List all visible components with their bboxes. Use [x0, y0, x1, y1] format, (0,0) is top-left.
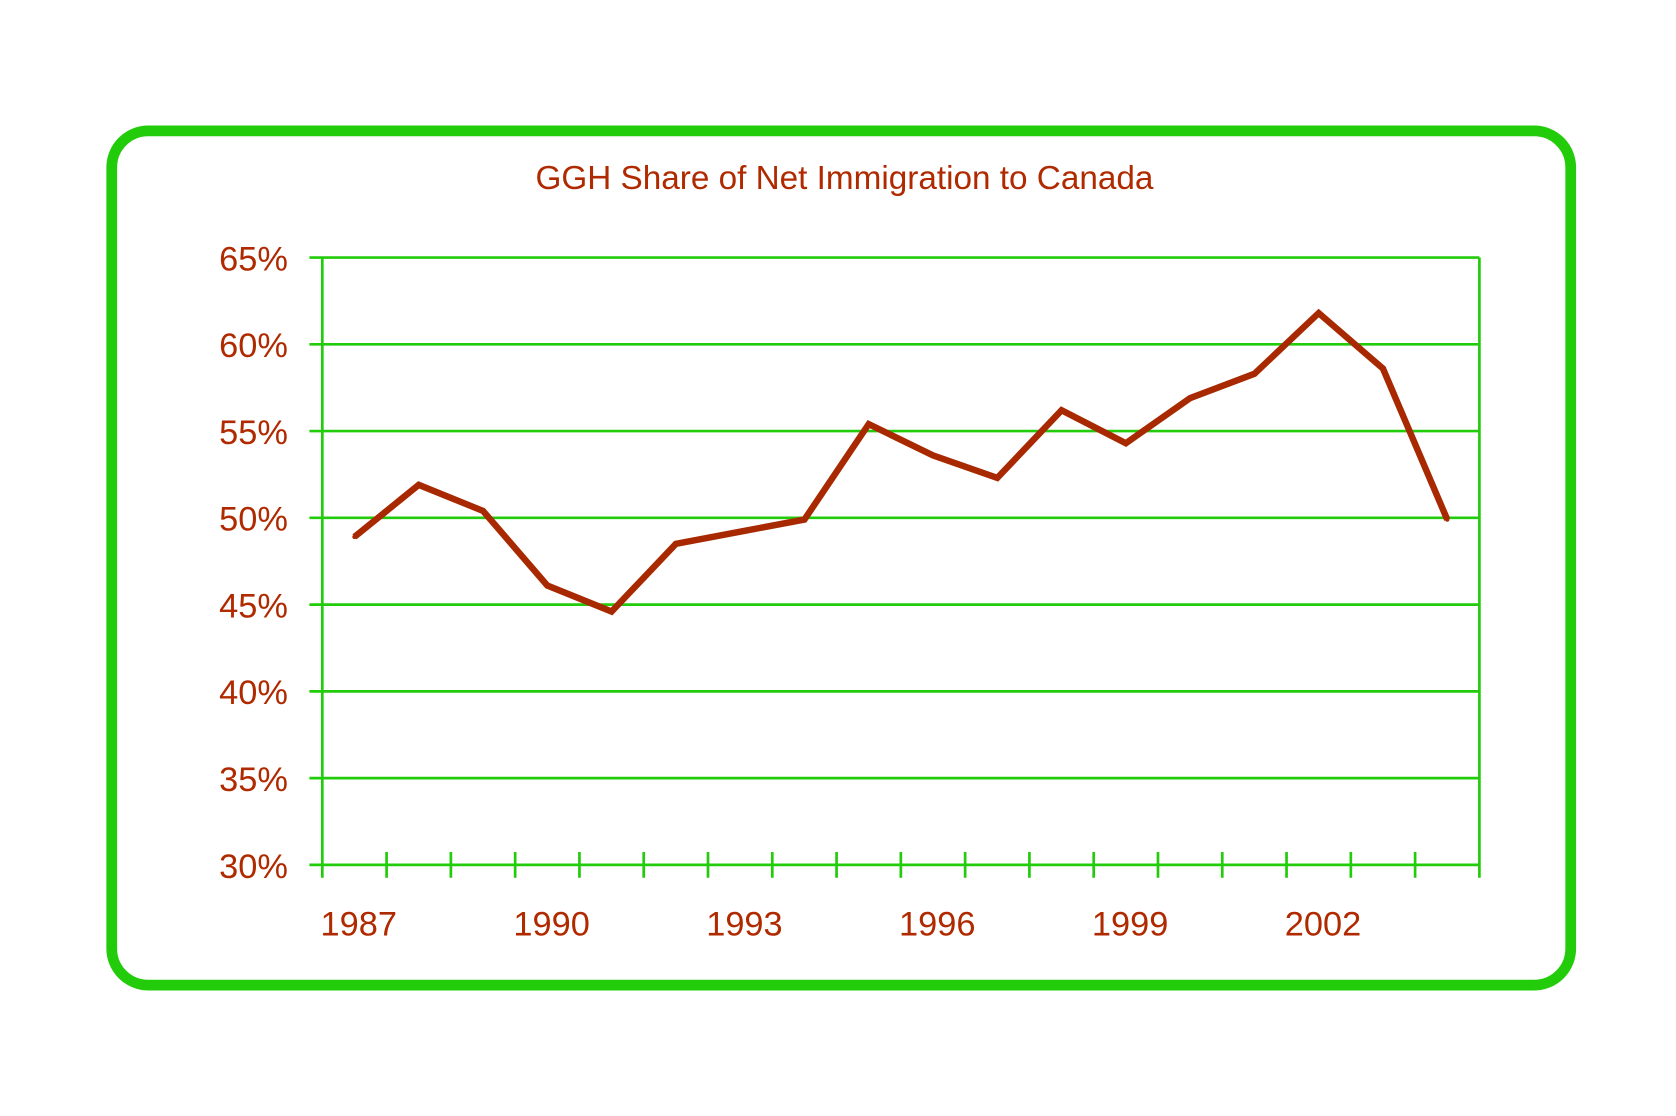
data-point [1445, 517, 1450, 522]
data-point [545, 583, 550, 588]
x-tick-label: 1987 [321, 906, 397, 944]
data-point [802, 517, 807, 522]
x-tick-label: 2002 [1285, 906, 1361, 944]
y-tick-label: 40% [219, 674, 288, 712]
data-point [1187, 395, 1193, 401]
data-point [609, 609, 614, 614]
chart-title: GGH Share of Net Immigration to Canada [535, 160, 1153, 197]
y-tick-label: 60% [219, 327, 288, 365]
y-tick-label: 50% [219, 501, 288, 539]
data-point [1316, 310, 1321, 316]
y-tick-label: 30% [219, 848, 288, 886]
y-tick-label: 65% [219, 240, 288, 278]
x-tick-label: 1999 [1092, 906, 1168, 944]
y-tick-label: 45% [219, 587, 288, 625]
x-tick-label: 1993 [706, 906, 782, 944]
data-point [930, 453, 936, 458]
data-point [866, 421, 871, 427]
x-tick-label: 1996 [899, 906, 975, 944]
data-point [480, 508, 486, 514]
data-point [1252, 371, 1257, 376]
series-line [352, 308, 1451, 616]
y-tick-label: 35% [219, 761, 288, 799]
data-point [995, 475, 1000, 481]
data-point [737, 529, 743, 534]
data-point [416, 482, 421, 488]
data-point [1123, 441, 1128, 446]
data-point [673, 541, 679, 547]
data-point [352, 534, 357, 540]
data-point [1059, 408, 1064, 413]
data-point [1380, 366, 1386, 371]
x-tick-label: 1990 [513, 906, 589, 944]
y-tick-label: 55% [219, 414, 288, 452]
